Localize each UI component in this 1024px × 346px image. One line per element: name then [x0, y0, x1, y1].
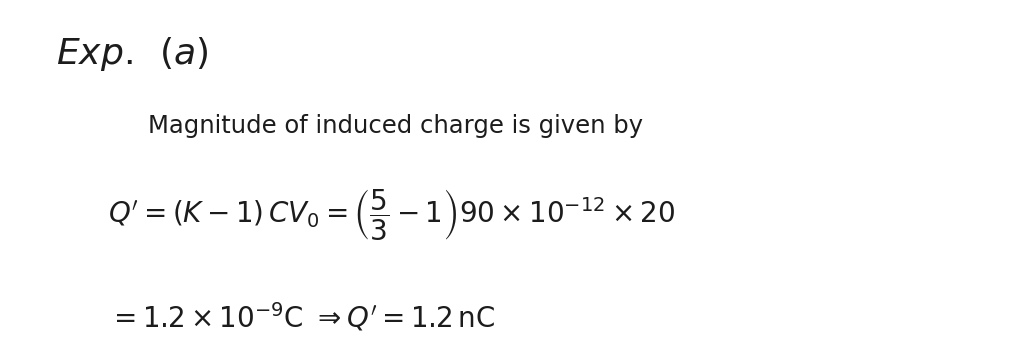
Text: Magnitude of induced charge is given by: Magnitude of induced charge is given by	[148, 114, 644, 138]
Text: $= 1.2 \times 10^{-9}\mathrm{C}\ \Rightarrow Q' = 1.2\,\mathrm{nC}$: $= 1.2 \times 10^{-9}\mathrm{C}\ \Righta…	[108, 301, 495, 334]
Text: $Q' = (K - 1)\,CV_0 = \left(\dfrac{5}{3} - 1\right)90 \times 10^{-12} \times 20$: $Q' = (K - 1)\,CV_0 = \left(\dfrac{5}{3}…	[108, 187, 675, 242]
Text: $\mathbf{\mathit{Exp.}}$  $\mathit{(a)}$: $\mathbf{\mathit{Exp.}}$ $\mathit{(a)}$	[56, 35, 209, 73]
